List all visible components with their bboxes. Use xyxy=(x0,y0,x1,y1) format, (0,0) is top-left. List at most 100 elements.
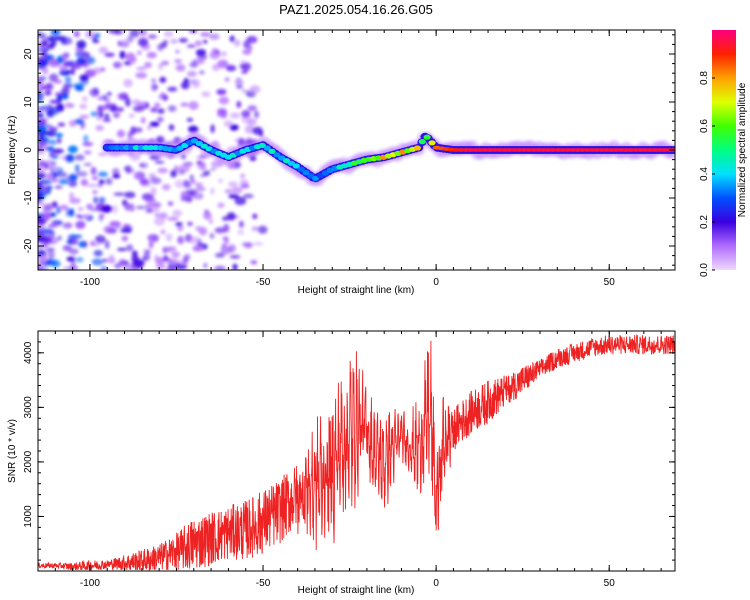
noise-blob xyxy=(39,255,48,264)
noise-blob xyxy=(239,179,249,184)
noise-blob xyxy=(58,178,70,185)
ridge-core xyxy=(263,145,271,151)
noise-blob xyxy=(157,108,165,114)
noise-blob xyxy=(165,246,177,252)
noise-blob xyxy=(64,76,72,83)
noise-blob xyxy=(40,117,49,122)
noise-blob xyxy=(87,56,96,65)
noise-blob xyxy=(246,35,258,44)
noise-blob xyxy=(224,189,233,194)
noise-blob xyxy=(70,258,76,267)
noise-blob xyxy=(210,124,215,134)
ridge-core xyxy=(287,160,295,166)
noise-blob xyxy=(90,166,97,176)
noise-blob xyxy=(70,61,82,70)
noise-blob xyxy=(59,204,69,211)
noise-blob xyxy=(177,235,185,245)
noise-blob xyxy=(131,266,137,270)
noise-blob xyxy=(46,146,55,151)
noise-blob xyxy=(234,138,246,143)
noise-blob xyxy=(54,35,67,41)
y-tick-label: 4000 xyxy=(23,341,34,364)
y-tick-label: -10 xyxy=(23,190,34,205)
noise-blob xyxy=(183,255,189,265)
noise-blob xyxy=(69,208,75,217)
noise-blob xyxy=(51,166,59,171)
noise-blob xyxy=(98,213,105,219)
noise-blob xyxy=(82,96,88,102)
snr-panel: -100 -50 0 50 1000 2000 3000 4000 Height of str… xyxy=(7,330,676,596)
noise-blob xyxy=(124,97,132,107)
noise-blob xyxy=(174,179,185,189)
noise-blob xyxy=(47,250,55,260)
noise-blob xyxy=(38,76,47,81)
noise-blob xyxy=(192,192,204,200)
noise-blob xyxy=(234,196,247,206)
noise-blob xyxy=(129,152,141,161)
noise-blob xyxy=(52,148,64,154)
noise-blob xyxy=(249,85,261,94)
noise-blob xyxy=(100,265,107,270)
noise-blob xyxy=(180,102,189,107)
noise-blob xyxy=(196,160,203,166)
noise-blob xyxy=(186,80,196,83)
noise-blob xyxy=(182,181,192,189)
noise-blob xyxy=(228,181,239,188)
noise-blob xyxy=(77,207,84,211)
noise-blob xyxy=(98,179,105,185)
noise-blob xyxy=(154,213,160,217)
noise-blob xyxy=(93,196,98,204)
noise-blob xyxy=(45,186,53,189)
noise-blob xyxy=(116,92,127,100)
noise-blob xyxy=(65,155,75,163)
noise-blob xyxy=(165,233,173,242)
noise-blob xyxy=(105,177,113,185)
noise-blob xyxy=(200,173,206,177)
noise-blob xyxy=(47,43,55,50)
noise-blob xyxy=(44,55,52,60)
noise-blob xyxy=(100,105,110,111)
noise-blob xyxy=(131,250,138,258)
noise-blob xyxy=(182,161,194,167)
noise-blob xyxy=(100,204,113,213)
noise-blob xyxy=(172,209,183,217)
noise-blob xyxy=(217,59,229,69)
noise-blob xyxy=(98,196,106,204)
noise-blob xyxy=(38,56,45,64)
noise-blob xyxy=(220,51,228,57)
noise-blob xyxy=(147,125,152,131)
noise-blob xyxy=(40,106,52,112)
noise-blob xyxy=(71,234,83,239)
noise-blob xyxy=(195,49,207,57)
noise-blob xyxy=(128,56,136,62)
noise-blob xyxy=(147,34,157,39)
noise-blob xyxy=(96,112,101,122)
noise-blob xyxy=(38,201,45,206)
noise-blob xyxy=(239,64,248,69)
noise-blob xyxy=(100,67,106,72)
noise-blob xyxy=(244,124,255,134)
noise-blob xyxy=(214,227,226,234)
noise-blob xyxy=(45,173,53,181)
noise-blob xyxy=(226,212,236,221)
noise-blob xyxy=(215,252,225,258)
noise-blob xyxy=(194,40,203,47)
noise-blob xyxy=(150,201,162,209)
colorbar-tick-label: 0.2 xyxy=(699,215,710,229)
noise-blob xyxy=(187,221,193,226)
noise-blob xyxy=(120,39,130,48)
noise-blob xyxy=(110,204,119,214)
noise-blob xyxy=(253,242,264,246)
y-tick-label: 2000 xyxy=(23,450,34,473)
noise-blob xyxy=(116,129,125,138)
noise-blob xyxy=(178,38,188,43)
noise-blob xyxy=(127,35,134,43)
ridge-core xyxy=(273,152,281,158)
noise-blob xyxy=(209,232,215,239)
ridge-core xyxy=(413,145,421,151)
noise-blob xyxy=(170,169,178,178)
noise-blob xyxy=(170,38,178,44)
noise-blob xyxy=(107,92,112,96)
noise-blob xyxy=(38,226,46,231)
